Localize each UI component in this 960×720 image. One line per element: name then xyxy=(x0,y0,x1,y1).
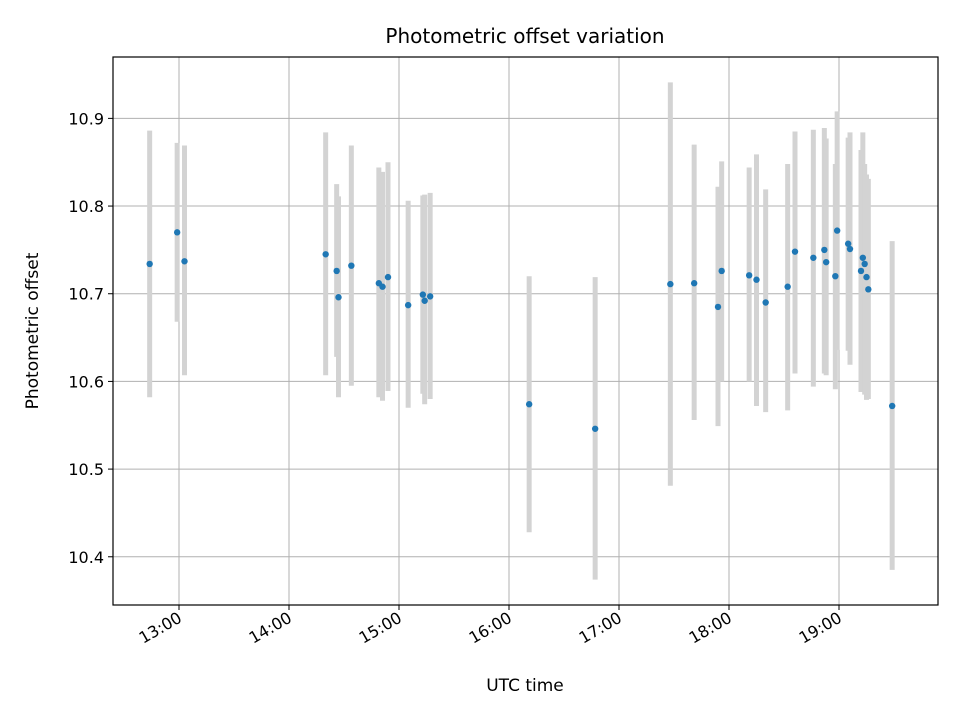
data-point xyxy=(333,267,340,275)
data-point xyxy=(859,254,867,261)
data-points xyxy=(146,227,896,432)
data-point xyxy=(791,248,799,255)
plot-frame xyxy=(112,56,939,606)
data-point xyxy=(525,401,533,408)
data-point xyxy=(404,301,412,309)
data-point xyxy=(762,299,769,306)
data-point xyxy=(888,402,896,410)
data-point xyxy=(348,262,355,269)
y-tick-label: 10.6 xyxy=(68,372,104,391)
data-point xyxy=(181,258,188,265)
data-point xyxy=(714,303,722,311)
x-axis-label: UTC time xyxy=(486,676,564,696)
y-tick-label: 10.4 xyxy=(68,548,104,567)
data-point xyxy=(832,273,839,280)
data-point xyxy=(591,425,599,432)
y-tick-label: 10.9 xyxy=(68,109,104,128)
data-point xyxy=(821,246,828,254)
data-point xyxy=(844,240,852,247)
data-point xyxy=(690,280,698,287)
y-tick-label: 10.7 xyxy=(68,285,104,304)
data-point xyxy=(784,283,791,290)
data-point xyxy=(667,280,674,288)
data-point xyxy=(863,273,870,281)
data-point xyxy=(718,267,725,275)
data-point xyxy=(384,273,392,281)
data-point xyxy=(379,283,386,290)
data-point xyxy=(745,272,753,279)
y-axis-label: Photometric offset xyxy=(23,252,43,409)
data-point xyxy=(419,291,427,298)
data-point xyxy=(861,260,868,268)
data-point xyxy=(822,258,830,266)
data-point xyxy=(865,286,872,293)
y-tick-label: 10.5 xyxy=(68,460,104,479)
data-point xyxy=(146,260,153,268)
data-point xyxy=(833,227,841,234)
y-tick-label: 10.8 xyxy=(68,197,104,216)
data-point xyxy=(322,251,329,258)
data-point xyxy=(810,254,817,261)
y-axis-ticks: 10.4 10.5 10.6 10.7 10.8 10.9 xyxy=(68,109,113,567)
data-point xyxy=(753,276,760,283)
data-point xyxy=(421,297,428,304)
data-point xyxy=(173,229,181,236)
chart-title: Photometric offset variation xyxy=(385,24,664,48)
data-point xyxy=(335,294,342,301)
data-point xyxy=(846,245,854,253)
grid-lines xyxy=(113,57,938,605)
data-point xyxy=(857,267,865,275)
data-point xyxy=(426,293,434,300)
